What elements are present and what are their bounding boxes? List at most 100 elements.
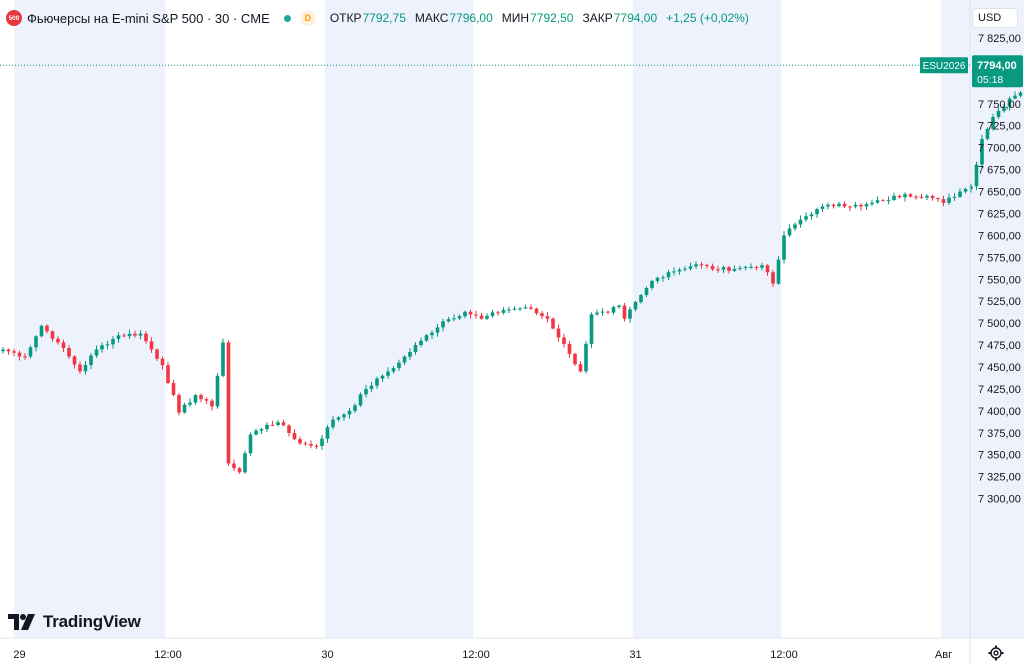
candle-body: [771, 272, 775, 284]
candle-body: [408, 352, 412, 357]
y-tick-label: 7 650,00: [978, 187, 1021, 199]
candle: [826, 202, 830, 210]
candle-body: [870, 202, 874, 205]
low-label: МИН: [501, 11, 530, 25]
candle-body: [413, 345, 418, 353]
candle: [644, 286, 649, 298]
y-tick-label: 7 600,00: [978, 230, 1021, 242]
symbol-legend[interactable]: 500 Фьючерсы на E-mini S&P 500 · 30 · CM…: [6, 8, 753, 28]
candle: [985, 127, 990, 141]
candle: [468, 309, 473, 319]
delayed-data-badge[interactable]: D: [299, 10, 316, 26]
candle-body: [171, 382, 176, 395]
candle-body: [540, 313, 544, 317]
candle-body: [732, 268, 737, 271]
candle-body: [496, 312, 500, 314]
candle-body: [12, 351, 16, 353]
candle-body: [578, 364, 583, 372]
candle: [622, 302, 627, 322]
candle: [12, 348, 16, 357]
session-shade: [632, 0, 782, 638]
candle-body: [941, 199, 946, 203]
candle-body: [974, 164, 979, 187]
candle: [188, 398, 192, 408]
candle: [705, 263, 709, 269]
candle-body: [606, 311, 610, 313]
candle: [661, 275, 665, 282]
currency-selector[interactable]: USD: [972, 8, 1018, 28]
candle-body: [287, 425, 291, 434]
candle-body: [666, 272, 671, 278]
candle: [83, 360, 88, 375]
candle-body: [958, 191, 962, 197]
symbol-title[interactable]: Фьючерсы на E-mini S&P 500 · 30 · CME: [27, 10, 270, 26]
candle: [991, 113, 995, 131]
y-tick-label: 7 375,00: [978, 428, 1021, 440]
candle: [556, 324, 561, 342]
y-tick-label: 7 675,00: [978, 165, 1021, 177]
candle: [776, 256, 781, 285]
market-status-dot-icon[interactable]: [280, 10, 296, 26]
candle: [1007, 96, 1012, 111]
candle: [875, 196, 880, 204]
candle: [402, 355, 407, 365]
candle-body: [490, 312, 495, 316]
candle-body: [859, 204, 863, 207]
candle: [375, 376, 379, 389]
candle: [859, 203, 863, 211]
candle-body: [611, 307, 616, 313]
candle: [600, 308, 605, 316]
candle: [578, 361, 583, 373]
candle-body: [166, 365, 170, 383]
gear-icon[interactable]: [988, 645, 1004, 661]
y-tick-label: 7 750,00: [978, 99, 1021, 111]
candle: [166, 362, 170, 385]
candle-body: [754, 266, 759, 268]
candle: [694, 261, 698, 269]
candle: [815, 207, 819, 218]
candle-body: [826, 204, 830, 207]
tradingview-logo[interactable]: TradingView: [8, 612, 141, 632]
candle: [413, 342, 418, 355]
candle: [958, 188, 962, 198]
candle-body: [309, 443, 313, 446]
y-tick-label: 7 475,00: [978, 340, 1021, 352]
candle-body: [281, 422, 286, 426]
candle-body: [523, 307, 528, 309]
candle-body: [155, 349, 159, 359]
candle-body: [386, 371, 390, 376]
candle-body: [892, 195, 896, 200]
candle-body: [980, 138, 984, 165]
candle: [688, 262, 693, 271]
candle-body: [138, 333, 143, 336]
candle: [39, 324, 44, 338]
candle: [936, 197, 940, 202]
candle: [116, 332, 121, 343]
change-value: +1,25 (+0,02%): [666, 11, 749, 25]
candle: [589, 312, 594, 349]
candle-body: [105, 344, 110, 346]
candle-body: [688, 266, 693, 269]
candle-body: [518, 308, 522, 310]
candle-body: [815, 209, 819, 215]
candle-body: [529, 307, 533, 309]
high-value: 7796,00: [449, 11, 493, 25]
candle-body: [628, 309, 632, 319]
candle: [298, 436, 302, 446]
candle-body: [193, 395, 198, 403]
candle-body: [397, 362, 401, 369]
candle-body: [254, 430, 258, 435]
candle: [903, 192, 907, 202]
candle: [996, 107, 1001, 120]
candle: [881, 198, 885, 202]
candle-body: [1, 349, 5, 352]
candle-body: [276, 422, 280, 426]
candle-body: [452, 318, 456, 320]
candle: [210, 398, 214, 411]
candle-body: [683, 268, 687, 270]
candle: [639, 293, 643, 304]
candle-body: [644, 287, 649, 296]
candle: [127, 329, 132, 339]
candle: [369, 382, 374, 393]
